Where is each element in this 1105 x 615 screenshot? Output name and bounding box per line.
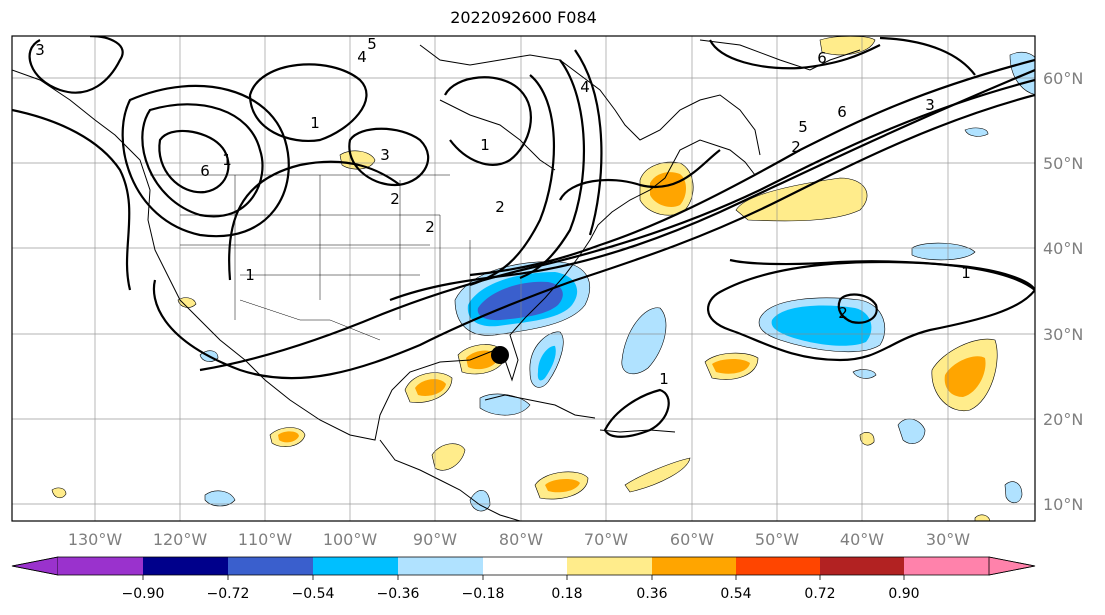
map-frame [11,35,1036,522]
colorbar-under-triangle [11,556,59,576]
contour-label: 5 [798,118,808,136]
contour-label: 2 [495,198,505,216]
contour-label: 1 [480,136,490,154]
colorbar-tick-label: 0.18 [551,586,582,602]
lon-label: 130°W [68,530,123,549]
lat-label: 60°N [1043,69,1083,88]
colorbar-segment [483,557,567,575]
colorbar-tick-label: −0.54 [292,586,335,602]
lon-label: 110°W [238,530,293,549]
contour-lines [12,36,1035,438]
longitude-labels: 130°W 120°W 110°W 100°W 90°W 80°W 70°W 6… [68,530,970,549]
shaded-anomaly-field [51,36,1035,521]
lon-label: 50°W [755,530,799,549]
contour-label: 2 [838,304,848,322]
contour-label: 1 [961,264,971,282]
lon-label: 70°W [584,530,628,549]
colorbar-tick-label: −0.18 [462,586,505,602]
colorbar-outline [11,556,1036,576]
colorbar-segment [820,557,904,575]
colorbar-segment [143,557,228,575]
lat-label: 10°N [1043,495,1083,514]
contour-label: 1 [659,370,669,388]
colorbar-tick-label: −0.36 [377,586,420,602]
lon-label: 30°W [926,530,970,549]
contour-label: 4 [357,48,367,66]
contour-label: 3 [35,41,45,59]
contour-label: 5 [367,35,377,53]
colorbar-segment [652,557,736,575]
lat-lon-grid [12,36,1035,521]
contour-label: 2 [425,218,435,236]
colorbar-segment [313,557,398,575]
contour-label-group: 5 4 3 6 1 2 1 4 2 3 1 2 1 6 5 6 3 2 1 2 … [35,35,971,388]
latitude-labels: 60°N 50°N 40°N 30°N 20°N 10°N [1043,69,1083,514]
figure-title: 2022092600 F084 [450,8,597,27]
contour-label: 2 [791,138,801,156]
colorbar-segment [904,557,989,575]
lat-label: 30°N [1043,325,1083,344]
colorbar-segment [58,557,143,575]
contour-label: 6 [200,162,210,180]
lat-label: 50°N [1043,154,1083,173]
contour-label: 1 [245,266,255,284]
colorbar-tick-label: −0.90 [122,586,165,602]
colorbar-segment [736,557,820,575]
contour-label: 1 [310,114,320,132]
contour-label: 2 [390,190,400,208]
lat-label: 20°N [1043,410,1083,429]
storm-center-marker [491,346,509,364]
colorbar-tick-labels: −0.90 −0.72 −0.54 −0.36 −0.18 0.18 0.36 … [122,586,920,602]
colorbar-segment [398,557,483,575]
lat-label: 40°N [1043,239,1083,258]
state-borders [150,174,471,341]
colorbar-tick-label: 0.36 [636,586,667,602]
contour-label: 3 [925,96,935,114]
lon-label: 100°W [323,530,378,549]
contour-label: 4 [580,78,590,96]
lon-label: 80°W [499,530,543,549]
colorbar-tick-label: 0.54 [720,586,751,602]
colorbar [11,556,1036,580]
contour-label: 6 [837,103,847,121]
lon-label: 90°W [413,530,457,549]
contour-label: 3 [380,146,390,164]
colorbar-over-triangle [988,556,1036,576]
colorbar-tick-label: −0.72 [207,586,250,602]
lon-label: 60°W [670,530,714,549]
colorbar-segment [228,557,313,575]
coastlines [12,39,861,521]
colorbar-segment [567,557,652,575]
lon-label: 40°W [840,530,884,549]
colorbar-tick-label: 0.90 [888,586,919,602]
colorbar-tick-label: 0.72 [804,586,835,602]
contour-label: 6 [817,49,827,67]
contour-label: 1 [222,151,232,169]
lon-label: 120°W [153,530,208,549]
